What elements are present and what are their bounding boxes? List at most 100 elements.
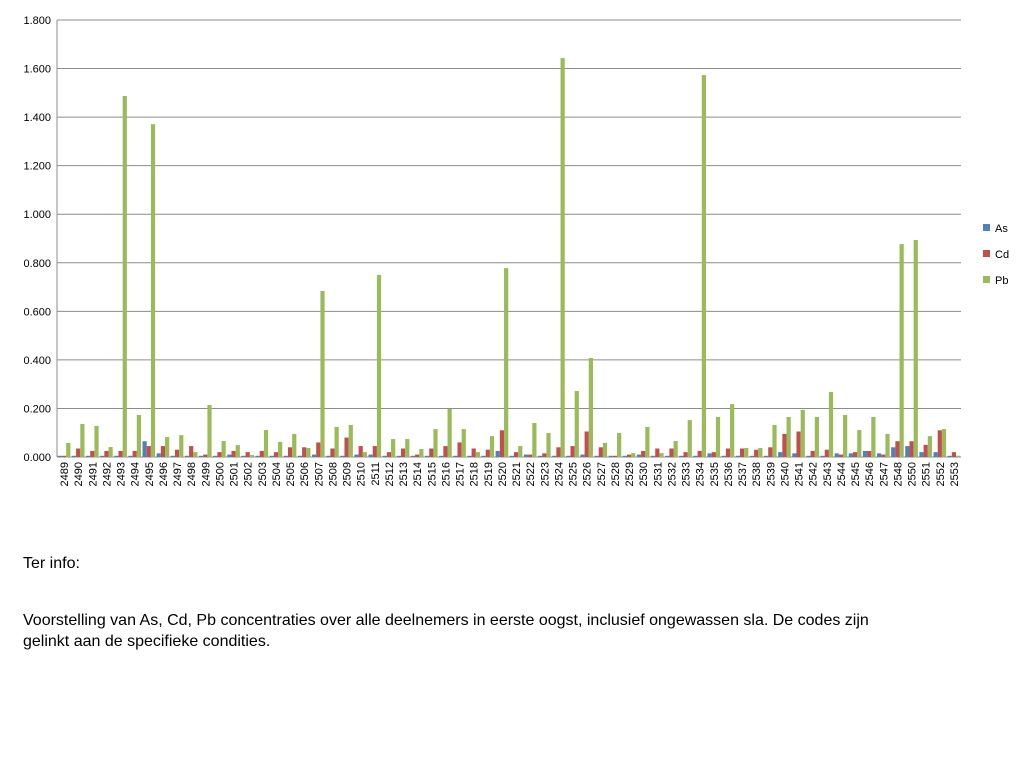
x-tick-label: 2543 (822, 462, 834, 486)
x-tick-label: 2501 (229, 462, 241, 486)
bar (532, 423, 537, 457)
bar (739, 448, 745, 457)
bar (259, 450, 264, 457)
bar (772, 424, 777, 457)
x-tick-label: 2530 (638, 462, 650, 486)
x-tick-label: 2518 (469, 462, 481, 486)
bar (273, 452, 279, 457)
bar (433, 429, 438, 457)
bar (340, 455, 345, 457)
x-tick-label: 2509 (342, 462, 354, 486)
x-tick-label: 2540 (779, 462, 791, 486)
bar (834, 453, 839, 457)
bar (891, 447, 896, 457)
bar (701, 75, 706, 457)
bar (778, 452, 783, 457)
bar (523, 454, 529, 457)
x-tick-label: 2506 (299, 462, 311, 486)
x-tick-label: 2519 (483, 462, 495, 486)
bar (792, 453, 797, 457)
bar (923, 444, 928, 457)
x-tick-label: 2514 (412, 462, 424, 486)
bar (843, 414, 848, 457)
bar (608, 455, 613, 457)
bar (947, 455, 952, 457)
bar (174, 449, 180, 457)
bar (386, 452, 392, 457)
bar (697, 450, 702, 457)
x-tick-label: 2508 (327, 462, 339, 486)
x-tick-label: 2496 (158, 462, 170, 486)
bar (249, 455, 254, 457)
bar (410, 455, 416, 457)
x-tick-label: 2502 (243, 462, 255, 486)
bar (481, 455, 486, 457)
bar (100, 455, 105, 457)
x-tick-label: 2542 (808, 462, 820, 486)
bar (655, 448, 660, 457)
x-tick-label: 2552 (935, 462, 947, 486)
bar (227, 454, 232, 457)
x-tick-label: 2550 (907, 462, 919, 486)
bar (467, 455, 472, 457)
bar (584, 431, 589, 457)
bar (213, 455, 218, 457)
bar (509, 455, 514, 457)
x-tick-label: 2521 (511, 462, 523, 486)
bar (184, 455, 190, 457)
bar (136, 414, 141, 457)
legend-label: Cd (995, 249, 1009, 261)
x-tick-label: 2532 (666, 462, 678, 486)
x-tick-label: 2511 (370, 462, 382, 486)
bar (142, 441, 147, 457)
bar (457, 442, 462, 457)
y-tick-label: 1.400 (23, 112, 51, 124)
x-tick-label: 2531 (652, 462, 664, 486)
bar (574, 390, 579, 457)
bar (919, 452, 924, 457)
bar (927, 436, 932, 457)
x-tick-label: 2497 (172, 462, 184, 486)
bar (199, 455, 204, 457)
x-tick-label: 2541 (794, 462, 806, 486)
bar (612, 455, 618, 457)
x-tick-label: 2524 (553, 462, 565, 486)
x-tick-label: 2534 (695, 462, 707, 486)
x-tick-label: 2491 (87, 462, 99, 486)
x-tick-label: 2499 (200, 462, 212, 486)
bar (810, 450, 815, 457)
x-tick-label: 2533 (681, 462, 693, 486)
bar (358, 446, 363, 457)
x-tick-label: 2510 (356, 462, 368, 486)
bar (715, 416, 721, 457)
x-tick-label: 2504 (271, 462, 283, 486)
bar (683, 452, 688, 457)
bar (419, 448, 424, 457)
bar (76, 448, 81, 457)
legend-swatch (983, 250, 990, 257)
bar (245, 452, 250, 457)
bar (86, 455, 91, 457)
bar (665, 455, 670, 457)
bar (679, 455, 684, 457)
bar (956, 455, 961, 457)
bar (189, 446, 194, 457)
bar (598, 447, 603, 457)
bar (744, 448, 749, 457)
bar (278, 441, 283, 457)
bar (405, 439, 410, 457)
bar (636, 454, 642, 457)
x-tick-label: 2536 (723, 462, 735, 486)
x-tick-label: 2513 (398, 462, 410, 486)
bar (132, 450, 137, 457)
y-tick-label: 0.600 (23, 306, 51, 318)
bar (320, 290, 325, 457)
bar (909, 441, 914, 457)
bar (269, 455, 274, 457)
bar (471, 448, 476, 457)
bar (556, 447, 561, 457)
bar (114, 455, 119, 457)
bar (504, 268, 509, 457)
x-tick-label: 2498 (186, 462, 198, 486)
legend-swatch (983, 224, 990, 231)
